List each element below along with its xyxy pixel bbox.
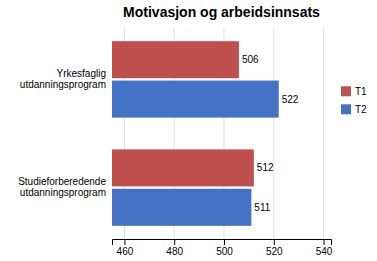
data-label: 511 bbox=[254, 202, 270, 213]
y-tick: Studieforberedendeutdanningsprogram bbox=[18, 176, 112, 198]
y-tick-label: Yrkesfagligutdanningsprogram bbox=[20, 68, 106, 90]
data-labels: 506 512 522 511 bbox=[242, 54, 299, 213]
legend-item: T2 bbox=[341, 104, 367, 115]
plot: 506512522511460480500520540Yrkesfagligut… bbox=[18, 28, 333, 257]
data-label: 506 bbox=[242, 54, 259, 65]
x-tick-mark bbox=[274, 239, 275, 245]
y-tick-label-line: Studieforberedende bbox=[18, 176, 106, 187]
x-tick-mark bbox=[324, 239, 325, 245]
y-tick: Yrkesfagligutdanningsprogram bbox=[20, 68, 112, 90]
x-tick-mark bbox=[124, 239, 125, 245]
x-tick: 540 bbox=[316, 239, 333, 257]
x-tick: 500 bbox=[216, 239, 233, 257]
x-tick-mark bbox=[224, 239, 225, 245]
legend-label: T2 bbox=[355, 104, 367, 115]
chart: 506512522511460480500520540Yrkesfagligut… bbox=[0, 0, 377, 261]
x-tick-mark bbox=[174, 239, 175, 245]
y-tick-label-line: utdanningsprogram bbox=[20, 187, 106, 198]
x-tick: 480 bbox=[166, 239, 183, 257]
legend-item: T1 bbox=[341, 86, 367, 97]
bars bbox=[112, 41, 279, 226]
legend-label: T1 bbox=[355, 86, 367, 97]
bar bbox=[112, 81, 279, 118]
bar bbox=[112, 41, 239, 78]
legend-swatch bbox=[341, 104, 351, 114]
y-axis: YrkesfagligutdanningsprogramStudieforber… bbox=[18, 68, 112, 198]
x-tick-label: 480 bbox=[166, 246, 183, 257]
legend: T1 T2 bbox=[341, 86, 367, 115]
x-tick-label: 520 bbox=[266, 246, 283, 257]
title: Motivasjon og arbeidsinnsats bbox=[123, 4, 320, 20]
data-label: 522 bbox=[282, 94, 299, 105]
grid-line bbox=[323, 28, 324, 239]
x-axis-line bbox=[113, 240, 332, 246]
y-tick-label-line: Yrkesfaglig bbox=[57, 68, 106, 79]
x-tick-label: 500 bbox=[216, 246, 233, 257]
x-tick: 520 bbox=[266, 239, 283, 257]
data-label: 512 bbox=[257, 162, 274, 173]
x-axis: 460 480 500 520 540 bbox=[113, 239, 333, 257]
bar bbox=[112, 189, 251, 226]
x-tick-label: 540 bbox=[316, 246, 333, 257]
legend-swatch bbox=[341, 86, 351, 96]
x-tick: 460 bbox=[117, 239, 134, 257]
bar bbox=[112, 149, 254, 186]
y-tick-label-line: utdanningsprogram bbox=[20, 79, 106, 90]
y-tick-label: Studieforberedendeutdanningsprogram bbox=[18, 176, 106, 198]
x-tick-label: 460 bbox=[117, 246, 134, 257]
grid-line bbox=[273, 28, 274, 239]
